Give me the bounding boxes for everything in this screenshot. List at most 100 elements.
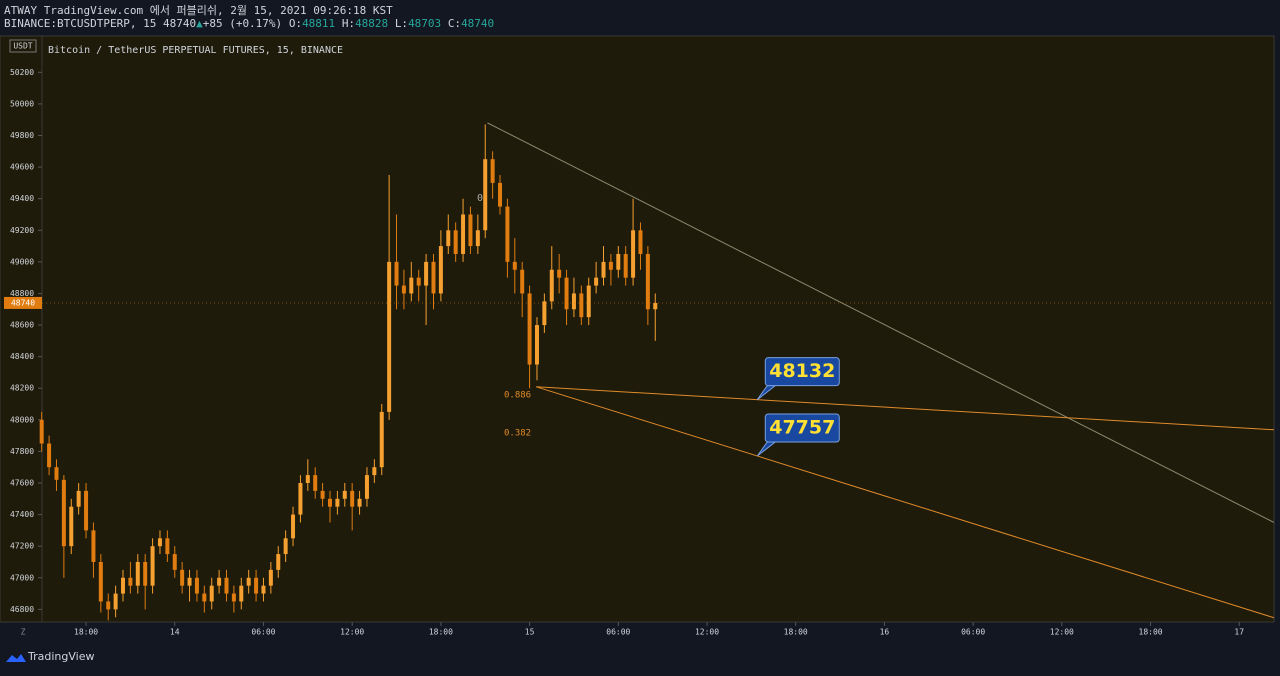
candle-body xyxy=(512,261,517,270)
candle-body xyxy=(527,293,532,365)
candle-body xyxy=(364,475,369,499)
y-tick-label: 49800 xyxy=(10,131,34,140)
trend-line xyxy=(536,386,1275,431)
candle-body xyxy=(379,411,384,468)
candle-body xyxy=(54,467,59,480)
candle-body xyxy=(254,577,259,594)
candle-body xyxy=(313,475,318,491)
candle-body xyxy=(409,277,414,294)
candle-body xyxy=(394,261,399,286)
candle-body xyxy=(490,159,495,183)
candle-body xyxy=(453,230,458,254)
candle-body xyxy=(571,293,576,310)
y-tick-label: 49000 xyxy=(10,257,34,266)
y-tick-label: 47000 xyxy=(10,573,34,582)
candle-body xyxy=(61,479,66,547)
last-price-label: 48740 xyxy=(11,298,35,307)
candle-body xyxy=(342,490,347,499)
candle-body xyxy=(327,498,332,507)
candle-body xyxy=(165,538,170,555)
candle-body xyxy=(135,561,140,586)
x-tick-label: 15 xyxy=(525,628,535,637)
x-tick-label: 06:00 xyxy=(251,628,275,637)
open: 48811 xyxy=(302,17,335,30)
y-tick-label: 49600 xyxy=(10,163,34,172)
c-label: C: xyxy=(448,17,461,30)
candle-body xyxy=(157,538,162,547)
y-tick-label: 47600 xyxy=(10,479,34,488)
candle-body xyxy=(468,214,473,247)
candle-body xyxy=(246,577,251,586)
y-tick-label: 48200 xyxy=(10,384,34,393)
candle-body xyxy=(217,577,222,586)
logo xyxy=(6,654,26,662)
zoom-button[interactable]: Z xyxy=(21,628,26,637)
unit-box xyxy=(9,39,37,53)
x-tick-label: 14 xyxy=(170,628,180,637)
candle-body xyxy=(335,498,340,507)
x-tick-label: 12:00 xyxy=(340,628,364,637)
y-tick-label: 48600 xyxy=(10,321,34,330)
candle-body xyxy=(616,253,621,270)
candle-body xyxy=(106,601,111,610)
header-symbol: BINANCE:BTCUSDTPERP, 15 48740▲+85 (+0.17… xyxy=(4,17,494,30)
x-tick-label: 06:00 xyxy=(961,628,985,637)
l-label: L: xyxy=(395,17,408,30)
candle-body xyxy=(224,577,229,594)
candle-body xyxy=(631,230,636,278)
candle-body xyxy=(438,246,443,294)
callout-box xyxy=(764,357,840,387)
candle-body xyxy=(557,269,562,278)
y-tick-label: 50000 xyxy=(10,99,34,108)
x-tick-label: 12:00 xyxy=(695,628,719,637)
brand: TradingView xyxy=(27,650,94,663)
y-tick-label: 46800 xyxy=(10,605,34,614)
candle-body xyxy=(579,293,584,318)
candle-body xyxy=(305,475,310,484)
candle-body xyxy=(653,302,658,310)
candle-body xyxy=(416,277,421,286)
candle-body xyxy=(113,593,118,610)
trend-line xyxy=(536,386,1275,619)
candle-body xyxy=(483,159,488,231)
candle-body xyxy=(172,554,177,570)
candle-body xyxy=(150,546,155,586)
candle-body xyxy=(291,514,296,539)
symbol: BINANCE:BTCUSDTPERP, 15 xyxy=(4,17,156,30)
callout-label: 48132 xyxy=(769,360,835,382)
candle-body xyxy=(268,569,273,586)
footer xyxy=(0,642,1280,672)
callout-box xyxy=(764,413,840,443)
y-tick-label: 48000 xyxy=(10,415,34,424)
candle-body xyxy=(261,585,266,594)
candle-body xyxy=(276,554,281,570)
fib-label: 0 xyxy=(477,193,483,204)
low: 48703 xyxy=(408,17,441,30)
candle-body xyxy=(372,467,377,476)
candle-body xyxy=(187,577,192,586)
candle-body xyxy=(608,261,613,270)
candle-body xyxy=(601,261,606,278)
y-tick-label: 48800 xyxy=(10,289,34,298)
candle-body xyxy=(76,490,81,507)
candle-body xyxy=(505,206,510,262)
candle-body xyxy=(542,301,547,326)
candle-body xyxy=(357,498,362,507)
candle-body xyxy=(283,538,288,555)
candle-body xyxy=(623,253,628,278)
y-tick-label: 47200 xyxy=(10,542,34,551)
candle-body xyxy=(638,230,643,254)
fib-label: 0.382 xyxy=(504,429,531,439)
y-tick-label: 49200 xyxy=(10,226,34,235)
candle-body xyxy=(320,490,325,499)
candle-body xyxy=(401,285,406,294)
x-tick-label: 18:00 xyxy=(1139,628,1163,637)
candle-body xyxy=(298,483,303,515)
y-tick-label: 49400 xyxy=(10,194,34,203)
candle-body xyxy=(424,261,429,286)
callout-label: 47757 xyxy=(769,416,835,438)
candle-body xyxy=(180,569,185,586)
candle-body xyxy=(645,253,650,310)
chart-title: Bitcoin / TetherUS PERPETUAL FUTURES, 15… xyxy=(48,45,343,56)
